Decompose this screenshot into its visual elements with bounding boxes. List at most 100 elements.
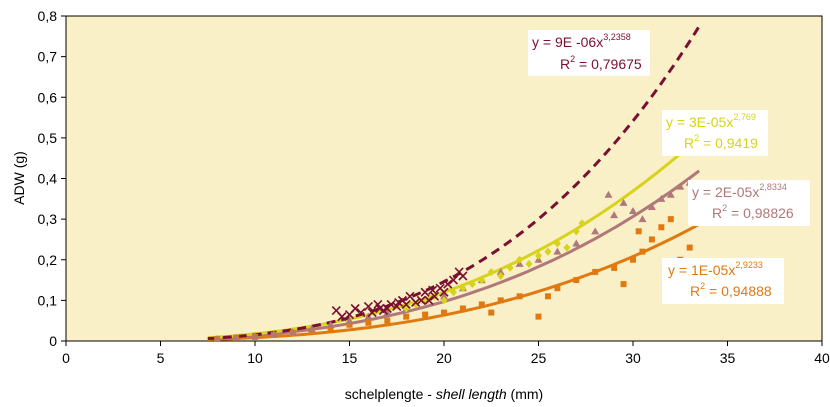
data-point-mauve <box>496 267 505 275</box>
data-point-orange <box>365 319 372 326</box>
x-tick-label: 35 <box>720 350 736 366</box>
data-point-yellow <box>525 259 533 268</box>
data-point-mauve <box>629 207 637 214</box>
data-point-mauve <box>345 316 354 324</box>
data-point-dark_red <box>443 279 453 289</box>
data-point-yellow <box>544 247 552 256</box>
x-axis-title: schelplengte - shell length (mm) <box>345 386 543 402</box>
eq-orange-r: R <box>690 283 700 299</box>
y-tick-label: 0,6 <box>38 89 58 105</box>
data-point-mauve <box>676 182 685 190</box>
data-point-orange <box>441 309 447 316</box>
data-point-mauve <box>440 292 448 300</box>
y-tick-label: 0,2 <box>38 252 58 268</box>
fit-line-dark_red <box>207 25 701 340</box>
y-axis-title: ADW (g) <box>11 151 27 205</box>
eq-mauve-value: = 0,98826 <box>727 205 794 221</box>
data-point-mauve <box>307 324 316 332</box>
data-point-mauve <box>647 202 656 210</box>
data-point-orange <box>592 268 599 275</box>
data-point-yellow <box>449 288 457 297</box>
data-point-mauve <box>288 328 297 336</box>
svg-text:y = 3E-05x2,769: y = 3E-05x2,769 <box>666 112 756 130</box>
eq-orange-value: = 0,94888 <box>705 283 772 299</box>
fit-line-orange <box>207 222 700 341</box>
data-point-mauve <box>666 190 675 198</box>
svg-text:y = 9E -06x3,2358: y = 9E -06x3,2358 <box>532 32 631 50</box>
x-tick-label: 0 <box>62 350 70 366</box>
data-point-orange <box>544 293 551 300</box>
data-point-orange <box>648 236 655 243</box>
data-point-yellow <box>487 267 495 276</box>
y-tick-label: 0,5 <box>38 130 58 146</box>
data-point-orange <box>384 317 391 324</box>
data-points <box>213 178 703 342</box>
x-tick-label: 5 <box>157 350 165 366</box>
data-point-mauve <box>638 215 647 223</box>
data-point-orange <box>516 293 523 300</box>
svg-text:y = 1E-05x2,9233: y = 1E-05x2,9233 <box>668 260 763 278</box>
data-point-yellow <box>553 239 561 248</box>
data-point-dark_red <box>356 307 366 318</box>
y-tick-label: 0,7 <box>38 49 58 65</box>
equation-dark-red: y = 9E -06x3,2358 R2 = 0,79675 <box>528 30 650 76</box>
data-point-yellow <box>440 296 448 305</box>
x-tick-label: 25 <box>531 350 547 366</box>
data-point-dark_red <box>363 301 373 312</box>
eq-mauve-r: R <box>712 205 722 221</box>
data-point-dark_red <box>411 297 421 307</box>
x-tick-label: 40 <box>814 350 830 366</box>
data-point-dark_red <box>367 307 377 318</box>
eq-yellow-r: R <box>684 135 694 151</box>
data-point-orange <box>327 325 334 332</box>
svg-text:R2 = 0,98826: R2 = 0,98826 <box>712 203 794 221</box>
data-point-orange <box>620 281 627 288</box>
data-point-yellow <box>506 263 514 272</box>
eq-yellow-value: = 0,9419 <box>699 135 758 151</box>
eq-dark-red-value: = 0,79675 <box>575 56 642 72</box>
data-point-yellow <box>412 300 420 309</box>
data-point-yellow <box>535 251 542 260</box>
data-point-orange <box>630 256 636 263</box>
eq-yellow-lhs: y = 3E-05x <box>666 114 733 130</box>
x-tick-label: 10 <box>247 350 263 366</box>
data-point-orange <box>403 313 410 320</box>
eq-orange-lhs: y = 1E-05x <box>668 262 735 278</box>
data-point-dark_red <box>448 275 459 285</box>
svg-text:R2 = 0,79675: R2 = 0,79675 <box>560 54 642 72</box>
data-point-dark_red <box>416 295 426 305</box>
data-point-yellow <box>468 280 476 289</box>
data-point-yellow <box>459 284 467 293</box>
x-tick-label: 30 <box>625 350 641 366</box>
eq-mauve-exp: 2,8334 <box>759 182 787 192</box>
svg-text:R2 = 0,94888: R2 = 0,94888 <box>690 281 772 299</box>
eq-mauve-lhs: y = 2E-05x <box>692 184 759 200</box>
y-tick-label: 0,8 <box>38 8 58 24</box>
data-point-mauve <box>269 329 278 337</box>
data-point-orange <box>658 224 665 231</box>
eq-orange-r2: 2 <box>700 281 705 291</box>
data-point-orange <box>497 297 504 304</box>
data-point-yellow <box>516 255 524 264</box>
eq-yellow-r2: 2 <box>694 133 699 143</box>
data-point-mauve <box>232 333 241 341</box>
data-point-dark_red <box>458 271 468 281</box>
data-point-mauve <box>572 239 581 247</box>
y-tick-label: 0,1 <box>38 292 58 308</box>
data-point-yellow <box>478 276 486 285</box>
data-point-orange <box>422 311 429 318</box>
data-point-yellow <box>572 227 580 236</box>
data-point-orange <box>459 305 466 312</box>
svg-text:R2 = 0,9419: R2 = 0,9419 <box>684 133 758 151</box>
y-tick-label: 0,3 <box>38 211 58 227</box>
y-tick-label: 0,4 <box>38 171 58 187</box>
data-point-orange <box>667 216 674 223</box>
data-point-dark_red <box>424 295 434 305</box>
data-point-dark_red <box>401 299 411 310</box>
eq-dark-red-r2: 2 <box>570 54 575 64</box>
data-point-mauve <box>326 320 335 328</box>
data-point-orange <box>488 309 495 316</box>
data-point-dark_red <box>428 285 438 295</box>
data-point-dark_red <box>337 312 347 322</box>
